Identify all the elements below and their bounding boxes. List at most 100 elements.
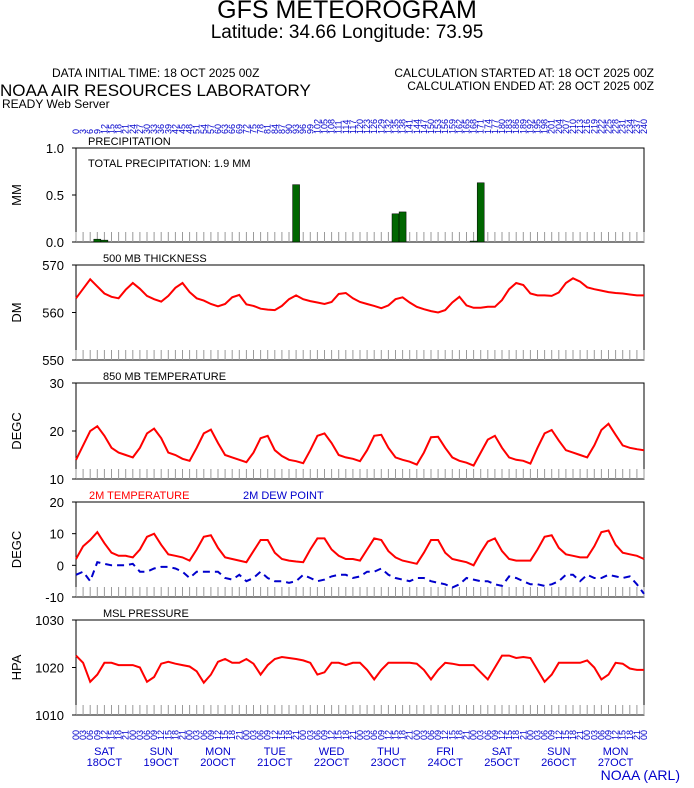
legend-dew-point-label: 2M DEW POINT [243,490,324,502]
msl-pressure-line [75,654,644,685]
date-label: 24OCT [427,757,463,769]
y-tick-label: 1.0 [46,141,64,156]
y-tick-label: 0.5 [46,188,64,203]
forecast-hour-label: 168 [469,119,479,134]
hour-label: 15 [447,730,457,740]
hour-label: 15 [504,730,514,740]
hour-label: 18 [454,730,464,740]
hour-label: 03 [476,730,486,740]
panel-title: 500 MB THICKNESS [103,253,207,265]
forecast-hour-label: 3 [78,129,88,134]
forecast-hour-label: 153 [433,119,443,134]
forecast-hour-label: 9 [92,129,102,134]
forecast-hour-label: 225 [604,119,614,134]
forecast-hour-label: 195 [533,119,543,134]
hour-label: 18 [114,730,124,740]
forecast-hour-label: 81 [263,124,273,134]
hour-label: 06 [540,730,550,740]
forecast-hour-label: 207 [561,119,571,134]
forecast-hour-label: 141 [405,119,415,134]
forecast-hour-label: 129 [376,119,386,134]
day-of-week-label: MON [205,746,231,758]
forecast-hour-label: 135 [391,119,401,134]
lab-name: NOAA AIR RESOURCES LABORATORY [0,81,311,100]
hour-label: 18 [511,730,521,740]
forecast-hour-label: 63 [220,124,230,134]
hour-label: 21 [121,730,131,740]
hour-label: 00 [298,730,308,740]
date-label: 21OCT [257,757,293,769]
hour-label: 15 [618,730,628,740]
hour-label: 00 [241,730,251,740]
date-label: 26OCT [541,757,577,769]
forecast-hour-label: 213 [575,119,585,134]
date-label: 27OCT [598,757,634,769]
hour-label: 09 [92,730,102,740]
precip-bar [391,213,400,243]
day-of-week-label: WED [319,746,345,758]
hour-label: 15 [561,730,571,740]
forecast-hour-label: 15 [107,124,117,134]
forecast-hour-label: 201 [547,119,557,134]
hour-label: 06 [426,730,436,740]
hour-label: 00 [185,730,195,740]
forecast-hour-label: 180 [497,119,507,134]
forecast-hour-label: 138 [398,119,408,134]
forecast-hour-label: 126 [369,119,379,134]
hour-label: 09 [604,730,614,740]
hour-label: 03 [249,730,259,740]
hour-label: 18 [284,730,294,740]
precip-bar [476,182,485,243]
forecast-hour-label: 174 [483,119,493,134]
hour-label: 09 [490,730,500,740]
y-tick-label: 0.0 [46,235,64,250]
forecast-hour-label: 120 [355,119,365,134]
y-tick-label: 10 [50,527,64,542]
total-precipitation-label: TOTAL PRECIPITATION: 1.9 MM [88,158,251,170]
panel-1: 0.0 0.5 1.0 MM PRECIPITATION TOTAL PRECIPITAT… [9,136,645,250]
forecast-hour-label: 228 [611,119,621,134]
y-tick-label: 1010 [35,708,64,723]
forecast-hour-label: 237 [632,119,642,134]
forecast-hour-label: 192 [525,119,535,134]
forecast-hour-label: 162 [454,119,464,134]
forecast-hour-label: 57 [206,124,216,134]
y-tick-label: 1020 [35,661,64,676]
hour-label: 12 [156,730,166,740]
forecast-hour-label: 54 [199,124,209,134]
hour-label: 15 [391,730,401,740]
forecast-hour-label: 75 [249,124,259,134]
forecast-hour-label: 108 [327,119,337,134]
panel-frame [75,619,645,716]
hour-label: 03 [533,730,543,740]
hour-label: 03 [135,730,145,740]
hour-label: 12 [440,730,450,740]
hour-label: 18 [625,730,635,740]
date-label: 18OCT [87,757,123,769]
hour-label: 06 [85,730,95,740]
precip-bar [398,211,407,243]
forecast-hour-label: 171 [476,119,486,134]
hour-label: 12 [554,730,564,740]
forecast-hour-label: 111 [334,120,344,134]
forecast-hour-label: 231 [618,119,628,134]
forecast-hour-label: 99 [305,124,315,134]
hour-label: 21 [291,730,301,740]
forecast-hour-label: 114 [341,120,351,134]
day-of-week-label: SUN [150,746,173,758]
forecast-hour-label: 18 [114,124,124,134]
forecast-hour-label: 87 [277,124,287,134]
y-axis-label: HPA [9,654,24,680]
date-label: 23OCT [371,757,407,769]
forecast-hour-label: 69 [234,124,244,134]
forecast-hour-label: 156 [440,119,450,134]
date-label: 19OCT [143,757,179,769]
hour-label: 12 [327,730,337,740]
hour-label: 15 [277,730,287,740]
forecast-hour-label: 24 [128,124,138,134]
panel-frame [75,382,645,480]
precip-bar [93,238,102,243]
forecast-hour-label: 117 [348,120,358,134]
hour-label: 06 [312,730,322,740]
